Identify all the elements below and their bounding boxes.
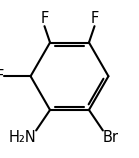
Text: H₂N: H₂N (8, 131, 36, 145)
Text: F: F (40, 11, 49, 26)
Text: F: F (0, 69, 4, 84)
Text: Br: Br (103, 131, 119, 145)
Text: F: F (90, 11, 99, 26)
